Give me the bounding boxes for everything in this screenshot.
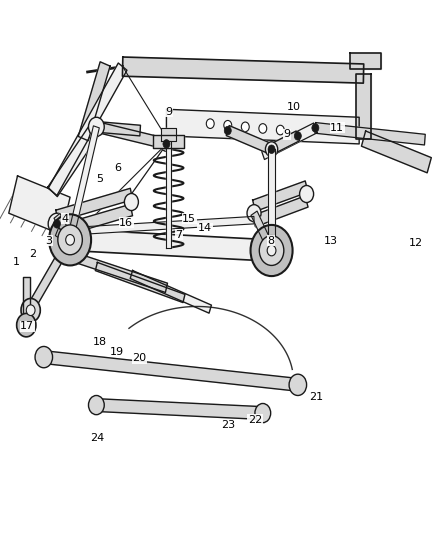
Polygon shape — [161, 128, 176, 141]
Text: 8: 8 — [267, 236, 274, 246]
Polygon shape — [261, 123, 317, 159]
Text: 10: 10 — [286, 102, 300, 111]
Circle shape — [17, 313, 36, 337]
Polygon shape — [166, 141, 171, 248]
Circle shape — [241, 122, 249, 132]
Circle shape — [206, 119, 214, 128]
Text: 7: 7 — [175, 230, 182, 239]
Polygon shape — [23, 277, 30, 322]
Polygon shape — [361, 131, 431, 173]
Polygon shape — [268, 149, 275, 251]
Circle shape — [88, 395, 104, 415]
Circle shape — [35, 346, 53, 368]
Circle shape — [26, 305, 35, 316]
Polygon shape — [43, 351, 298, 391]
Polygon shape — [28, 237, 73, 311]
Circle shape — [255, 403, 271, 423]
Text: 23: 23 — [222, 421, 236, 430]
Text: 14: 14 — [198, 223, 212, 233]
Text: 12: 12 — [409, 238, 423, 247]
Polygon shape — [48, 63, 127, 196]
Circle shape — [312, 124, 319, 132]
Circle shape — [124, 193, 138, 211]
Polygon shape — [55, 228, 72, 244]
Text: 1: 1 — [13, 257, 20, 267]
Text: 21: 21 — [309, 392, 323, 402]
Polygon shape — [48, 122, 101, 197]
Text: 15: 15 — [182, 214, 196, 223]
Polygon shape — [226, 126, 273, 154]
Circle shape — [163, 140, 170, 148]
Circle shape — [265, 142, 278, 157]
Polygon shape — [88, 216, 254, 234]
Text: 9: 9 — [283, 130, 290, 139]
Circle shape — [66, 235, 74, 245]
Text: 17: 17 — [20, 321, 34, 331]
Circle shape — [259, 124, 267, 133]
Polygon shape — [69, 251, 167, 293]
Text: 16: 16 — [119, 218, 133, 228]
Text: 22: 22 — [248, 415, 262, 425]
Polygon shape — [270, 131, 300, 154]
Circle shape — [160, 136, 173, 151]
Polygon shape — [153, 135, 184, 148]
Circle shape — [53, 220, 60, 228]
Polygon shape — [67, 126, 99, 241]
Circle shape — [49, 214, 91, 265]
Circle shape — [224, 126, 231, 135]
Text: 6: 6 — [114, 163, 121, 173]
Polygon shape — [95, 122, 167, 149]
Circle shape — [88, 117, 104, 136]
Polygon shape — [9, 176, 70, 235]
Polygon shape — [70, 229, 272, 261]
Text: 11: 11 — [330, 123, 344, 133]
Text: 9: 9 — [165, 107, 172, 117]
Polygon shape — [96, 399, 263, 419]
Circle shape — [294, 132, 301, 140]
Circle shape — [276, 125, 284, 135]
Text: 2: 2 — [29, 249, 36, 259]
Text: 19: 19 — [110, 347, 124, 357]
Circle shape — [21, 298, 40, 322]
Polygon shape — [251, 211, 275, 253]
Circle shape — [251, 225, 293, 276]
Polygon shape — [356, 74, 371, 139]
Polygon shape — [253, 196, 308, 227]
Circle shape — [259, 236, 284, 265]
Circle shape — [48, 213, 66, 235]
Text: 4: 4 — [61, 214, 68, 223]
Polygon shape — [130, 270, 212, 313]
Text: 3: 3 — [46, 236, 53, 246]
Text: 18: 18 — [93, 337, 107, 347]
Circle shape — [247, 205, 261, 222]
Circle shape — [289, 374, 307, 395]
Polygon shape — [56, 188, 133, 222]
Polygon shape — [253, 181, 308, 212]
Circle shape — [300, 185, 314, 203]
Polygon shape — [123, 57, 364, 83]
Polygon shape — [350, 53, 381, 69]
Circle shape — [58, 225, 82, 255]
Polygon shape — [54, 214, 73, 242]
Polygon shape — [78, 62, 110, 141]
Text: 13: 13 — [324, 236, 338, 246]
Polygon shape — [315, 123, 425, 145]
Text: 5: 5 — [96, 174, 103, 183]
Polygon shape — [166, 109, 359, 144]
Polygon shape — [56, 204, 133, 238]
Circle shape — [268, 145, 275, 154]
Circle shape — [224, 120, 232, 130]
Polygon shape — [96, 122, 141, 136]
Text: 20: 20 — [132, 353, 146, 363]
Circle shape — [267, 245, 276, 256]
Polygon shape — [95, 262, 185, 303]
Text: 24: 24 — [90, 433, 104, 443]
